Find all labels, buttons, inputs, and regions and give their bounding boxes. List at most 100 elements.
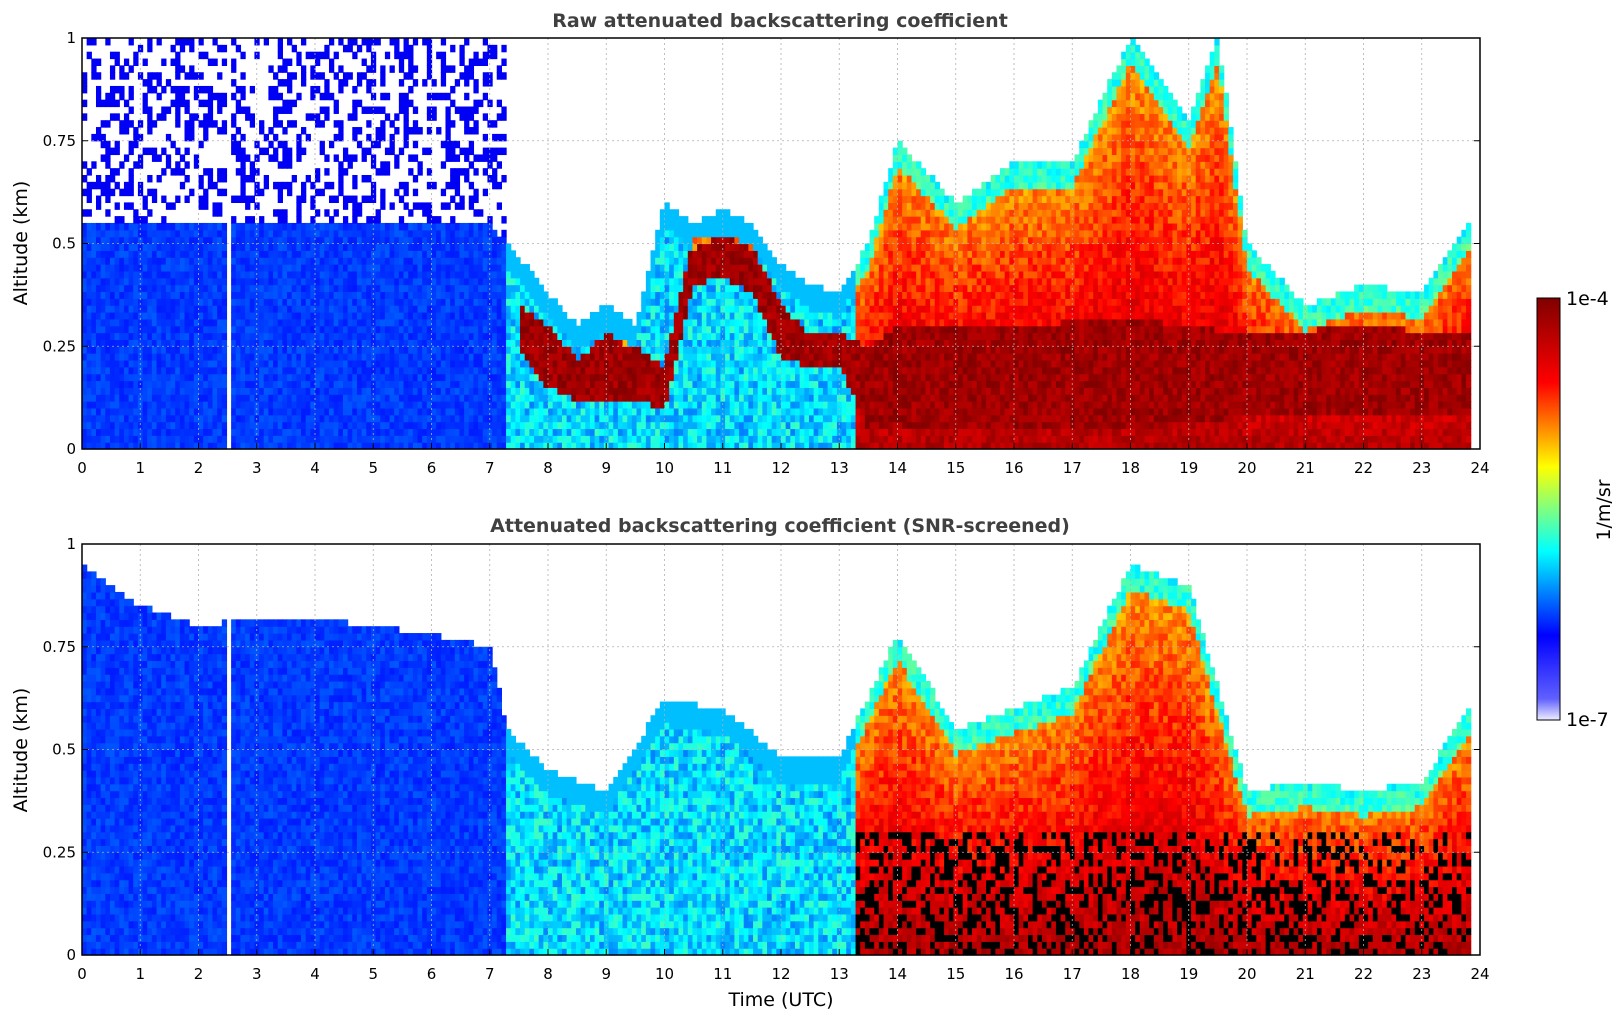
panel-raw-cell: [478, 284, 484, 293]
panel-raw-cell: [123, 366, 130, 375]
panel-raw-cell: [575, 346, 582, 354]
panel-raw-cell: [170, 298, 176, 306]
panel-raw-cell: [319, 346, 325, 354]
panel-raw-cell: [636, 318, 642, 327]
panel-raw-cell: [235, 264, 242, 272]
panel-raw-cell: [510, 325, 516, 334]
panel-raw-cell: [277, 414, 283, 423]
panel-raw-cell: [305, 318, 311, 327]
panel-raw-cell: [328, 257, 335, 265]
panel-raw-cell: [119, 291, 125, 299]
panel-raw-cell: [384, 298, 391, 306]
panel-raw-cell: [310, 359, 316, 368]
panel-raw-cell: [366, 106, 372, 114]
panel-raw-cell: [333, 154, 339, 162]
panel-raw-cell: [706, 291, 712, 299]
panel-raw-cell: [501, 387, 507, 395]
panel-raw-cell: [669, 229, 675, 238]
panel-raw-cell: [529, 298, 535, 306]
panel-raw-cell: [692, 339, 698, 347]
panel-raw-cell: [557, 380, 563, 388]
panel-raw-cell: [711, 277, 717, 286]
panel-raw-cell: [384, 366, 391, 375]
panel-raw-cell: [231, 270, 237, 279]
panel-raw-cell: [431, 79, 437, 87]
panel-raw-cell: [193, 325, 200, 334]
panel-raw-cell: [240, 188, 246, 197]
panel-raw-cell: [315, 407, 321, 416]
panel-raw-cell: [268, 65, 274, 73]
panel-raw-cell: [287, 154, 293, 162]
panel-raw-cell: [342, 72, 349, 80]
panel-raw-cell: [673, 284, 680, 293]
panel-raw-cell: [692, 243, 698, 251]
panel-raw-cell: [95, 346, 102, 354]
panel-raw-cell: [361, 38, 367, 46]
panel-raw-cell: [417, 291, 423, 299]
panel-raw-cell: [231, 325, 237, 334]
panel-raw-cell: [328, 401, 335, 409]
panel-raw-cell: [356, 250, 363, 258]
panel-raw-cell: [520, 373, 526, 382]
panel-raw-cell: [95, 373, 102, 382]
panel-raw-cell: [282, 140, 288, 149]
panel-raw-cell: [282, 161, 288, 169]
panel-raw-cell: [305, 401, 311, 409]
panel-raw-cell: [566, 339, 572, 347]
panel-raw-cell: [636, 346, 642, 354]
panel-raw-cell: [217, 373, 223, 382]
panel-raw-cell: [692, 291, 698, 299]
panel-raw-cell: [328, 373, 335, 382]
panel-raw-cell: [296, 291, 302, 299]
panel-raw-cell: [403, 284, 409, 293]
panel-raw-cell: [687, 442, 694, 450]
panel-raw-cell: [408, 85, 414, 94]
panel-raw-cell: [617, 353, 624, 361]
panel-raw-cell: [468, 366, 475, 375]
panel-raw-cell: [450, 428, 456, 436]
panel-raw-cell: [301, 243, 307, 251]
panel-raw-cell: [263, 428, 269, 436]
panel-raw-cell: [697, 243, 703, 251]
panel-raw-cell: [524, 387, 530, 395]
panel-raw-cell: [142, 99, 148, 108]
panel-raw-cell: [459, 325, 465, 334]
panel-raw-cell: [552, 442, 558, 450]
panel-raw-cell: [245, 401, 251, 409]
panel-raw-cell: [123, 188, 130, 197]
panel-raw-cell: [464, 339, 470, 347]
panel-raw-cell: [235, 414, 242, 423]
panel-raw-cell: [165, 79, 172, 87]
panel-raw-cell: [417, 236, 423, 245]
panel-raw-cell: [273, 236, 279, 245]
panel-raw-cell: [356, 421, 363, 430]
panel-raw-cell: [389, 277, 395, 286]
panel-raw-cell: [394, 264, 400, 272]
panel-raw-cell: [277, 188, 283, 197]
panel-raw-cell: [254, 264, 260, 272]
panel-raw-cell: [515, 414, 521, 423]
panel-raw-cell: [361, 175, 367, 183]
panel-raw-cell: [263, 175, 269, 183]
panel-raw-cell: [473, 407, 479, 416]
panel-raw-cell: [394, 353, 400, 361]
panel-raw-cell: [291, 428, 297, 436]
panel-raw-cell: [366, 216, 372, 224]
panel-raw-cell: [268, 277, 274, 286]
panel-raw-cell: [412, 394, 419, 402]
panel-raw-cell: [287, 373, 293, 382]
panel-raw-cell: [175, 195, 181, 203]
panel-raw-cell: [398, 99, 405, 108]
panel-raw-cell: [235, 44, 242, 53]
panel-raw-cell: [109, 414, 116, 423]
panel-raw-cell: [142, 339, 148, 347]
panel-raw-cell: [179, 332, 186, 340]
panel-raw-cell: [319, 222, 325, 231]
panel-raw-cell: [683, 359, 689, 368]
panel-raw-cell: [221, 175, 228, 183]
panel-raw-cell: [692, 414, 698, 423]
panel-raw-cell: [175, 147, 181, 156]
panel-raw-cell: [496, 277, 502, 286]
panel-raw-cell: [175, 243, 181, 251]
panel-raw-cell: [310, 65, 316, 73]
